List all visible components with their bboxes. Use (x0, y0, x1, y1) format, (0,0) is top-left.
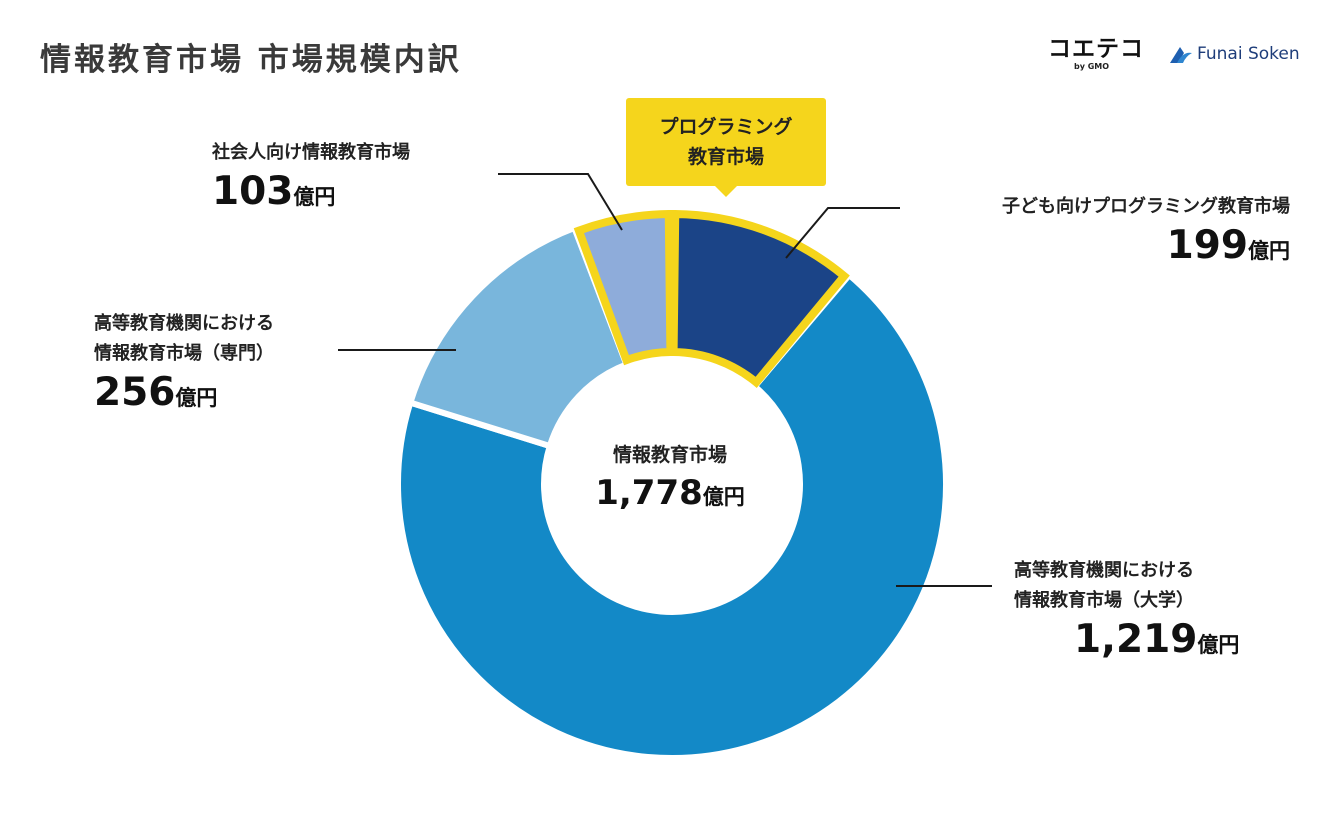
label-vocational-unit: 億円 (175, 386, 218, 410)
center-total-value: 1,778 (595, 473, 703, 513)
slice-adult-highlight (573, 209, 675, 366)
leader-adult (498, 173, 623, 231)
label-university-value: 1,219 (1074, 617, 1198, 662)
label-university-line2: 情報教育市場（大学） (1014, 590, 1194, 611)
funai-wave-logo-icon (1170, 47, 1192, 63)
center-total: 情報教育市場 1,778億円 (560, 440, 780, 520)
slice-vocational (407, 224, 630, 449)
funai-soken-logo-text: Funai Soken (1197, 44, 1300, 64)
callout-line2: 教育市場 (687, 146, 764, 168)
label-vocational-value-wrap: 256億円 (94, 369, 274, 422)
leader-lines (338, 173, 992, 587)
funai-soken-logo: Funai Soken (1168, 40, 1300, 68)
center-total-unit: 億円 (702, 485, 745, 509)
label-university-value-wrap: 1,219億円 (1074, 616, 1239, 669)
programming-market-callout: プログラミング 教育市場 (626, 98, 826, 186)
koeteco-logo: コエテコ by GMO (1048, 36, 1144, 76)
label-vocational-value: 256 (94, 370, 176, 415)
callout-pointer (714, 185, 738, 197)
label-kids-value-wrap: 199億円 (880, 222, 1290, 275)
label-university: 高等教育機関における 情報教育市場（大学） 1,219億円 (1014, 556, 1239, 669)
label-kids-value: 199 (1166, 223, 1248, 268)
label-adult-name: 社会人向け情報教育市場 (212, 142, 410, 163)
leader-kids (785, 207, 900, 259)
label-adult-value: 103 (212, 169, 294, 214)
label-kids-unit: 億円 (1248, 239, 1290, 263)
label-university-unit: 億円 (1197, 633, 1240, 657)
koeteco-logo-text: コエテコ (1048, 36, 1144, 62)
center-total-label: 情報教育市場 (612, 444, 727, 466)
center-total-value-wrap: 1,778億円 (560, 470, 780, 520)
label-adult: 社会人向け情報教育市場 103億円 (212, 138, 410, 221)
label-vocational: 高等教育機関における 情報教育市場（専門） 256億円 (94, 309, 274, 422)
label-adult-value-wrap: 103億円 (212, 168, 410, 221)
callout-line1: プログラミング (659, 116, 793, 138)
slice-university (395, 272, 949, 761)
slice-kids-programming-highlight (669, 209, 850, 388)
koeteco-logo-sub: by GMO (1074, 62, 1110, 71)
label-vocational-line2: 情報教育市場（専門） (94, 343, 274, 364)
label-adult-unit: 億円 (293, 185, 336, 209)
donut-slices (395, 207, 949, 761)
label-kids-name: 子ども向けプログラミング教育市場 (1002, 196, 1290, 217)
label-kids-programming: 子ども向けプログラミング教育市場 199億円 (880, 192, 1290, 275)
label-university-line1: 高等教育機関における (1014, 560, 1194, 581)
page-title: 情報教育市場 市場規模内訳 (40, 42, 462, 78)
label-vocational-line1: 高等教育機関における (94, 313, 274, 334)
